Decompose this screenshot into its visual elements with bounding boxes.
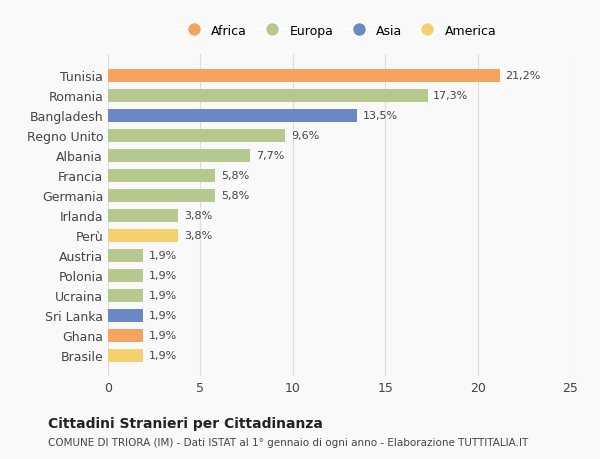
Bar: [108, 209, 178, 222]
Text: 13,5%: 13,5%: [363, 111, 398, 121]
Text: COMUNE DI TRIORA (IM) - Dati ISTAT al 1° gennaio di ogni anno - Elaborazione TUT: COMUNE DI TRIORA (IM) - Dati ISTAT al 1°…: [48, 437, 528, 447]
Text: 5,8%: 5,8%: [221, 191, 249, 201]
Text: 5,8%: 5,8%: [221, 171, 249, 181]
Bar: [108, 90, 428, 102]
Bar: [108, 129, 286, 142]
Text: 1,9%: 1,9%: [149, 330, 177, 340]
Text: 3,8%: 3,8%: [184, 231, 212, 241]
Text: 1,9%: 1,9%: [149, 350, 177, 360]
Text: 1,9%: 1,9%: [149, 270, 177, 280]
Text: 1,9%: 1,9%: [149, 251, 177, 261]
Bar: [108, 349, 143, 362]
Text: 17,3%: 17,3%: [433, 91, 469, 101]
Bar: [108, 269, 143, 282]
Bar: [108, 189, 215, 202]
Bar: [108, 289, 143, 302]
Text: 3,8%: 3,8%: [184, 211, 212, 221]
Legend: Africa, Europa, Asia, America: Africa, Europa, Asia, America: [176, 20, 502, 43]
Text: Cittadini Stranieri per Cittadinanza: Cittadini Stranieri per Cittadinanza: [48, 416, 323, 430]
Text: 9,6%: 9,6%: [291, 131, 319, 141]
Bar: [108, 169, 215, 182]
Text: 7,7%: 7,7%: [256, 151, 284, 161]
Text: 1,9%: 1,9%: [149, 291, 177, 301]
Bar: [108, 249, 143, 262]
Bar: [108, 70, 500, 83]
Bar: [108, 110, 358, 123]
Text: 21,2%: 21,2%: [505, 71, 541, 81]
Bar: [108, 229, 178, 242]
Bar: [108, 329, 143, 342]
Bar: [108, 309, 143, 322]
Bar: [108, 150, 250, 162]
Text: 1,9%: 1,9%: [149, 310, 177, 320]
